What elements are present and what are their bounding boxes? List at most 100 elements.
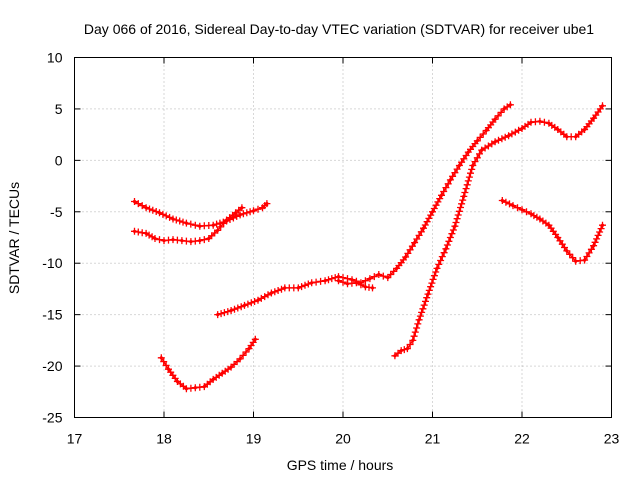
data-point bbox=[556, 235, 560, 240]
data-point bbox=[132, 199, 137, 204]
data-point bbox=[198, 224, 202, 228]
x-tick-label: 19 bbox=[246, 431, 262, 447]
data-point bbox=[189, 240, 193, 244]
data-point bbox=[600, 223, 605, 227]
series-arc-7 bbox=[498, 197, 606, 265]
data-point bbox=[157, 211, 162, 215]
y-tick-label: 5 bbox=[55, 101, 63, 117]
data-point bbox=[240, 206, 244, 210]
data-point bbox=[238, 213, 242, 217]
x-tick-label: 17 bbox=[67, 431, 83, 447]
data-point bbox=[520, 126, 524, 131]
data-point bbox=[350, 278, 354, 282]
series-arc-5 bbox=[335, 277, 376, 292]
data-point bbox=[399, 349, 403, 353]
data-point bbox=[368, 277, 372, 281]
data-point bbox=[345, 282, 350, 286]
data-point bbox=[426, 292, 430, 296]
data-point bbox=[363, 285, 367, 289]
data-point bbox=[471, 163, 475, 168]
data-point bbox=[457, 163, 461, 168]
data-point bbox=[166, 367, 171, 371]
data-point bbox=[159, 356, 163, 360]
data-point bbox=[184, 221, 188, 225]
data-point bbox=[484, 128, 488, 133]
data-point bbox=[466, 150, 470, 154]
data-point bbox=[538, 119, 542, 123]
data-point bbox=[256, 298, 260, 302]
y-tick-label: -25 bbox=[42, 410, 62, 426]
data-point bbox=[475, 139, 479, 143]
data-point bbox=[310, 281, 314, 285]
data-point bbox=[207, 236, 211, 241]
data-point bbox=[500, 198, 504, 203]
data-point bbox=[565, 249, 569, 253]
data-point bbox=[592, 244, 596, 248]
data-point bbox=[211, 377, 215, 381]
x-tick-label: 18 bbox=[156, 431, 172, 447]
x-tick-label: 20 bbox=[335, 431, 351, 447]
grid bbox=[74, 57, 612, 418]
series-markers bbox=[498, 197, 606, 265]
data-point bbox=[175, 379, 179, 384]
data-point bbox=[507, 134, 511, 138]
series-markers bbox=[157, 335, 259, 393]
series-layer bbox=[131, 101, 606, 393]
data-point bbox=[421, 226, 426, 230]
y-axis-title: SDTVAR / TECUs bbox=[6, 182, 22, 294]
data-point bbox=[162, 239, 166, 243]
y-tick-label: 10 bbox=[47, 50, 63, 66]
data-point bbox=[435, 266, 439, 270]
data-point bbox=[511, 204, 515, 208]
data-point bbox=[547, 223, 551, 227]
data-point bbox=[171, 238, 175, 242]
data-point bbox=[247, 347, 251, 351]
x-tick-label: 21 bbox=[425, 431, 441, 447]
data-point bbox=[538, 217, 542, 221]
y-tick-label: -10 bbox=[42, 255, 62, 271]
data-point bbox=[439, 193, 444, 197]
data-point bbox=[583, 127, 587, 132]
series-arc-2 bbox=[131, 204, 246, 246]
data-point bbox=[336, 275, 341, 279]
y-tick-label: 0 bbox=[55, 152, 63, 168]
data-point bbox=[393, 354, 397, 358]
data-point bbox=[354, 281, 358, 285]
x-axis-title: GPS time / hours bbox=[287, 457, 394, 473]
data-point bbox=[600, 104, 605, 108]
data-point bbox=[493, 117, 497, 121]
data-point bbox=[216, 313, 220, 317]
data-point bbox=[144, 231, 148, 235]
data-point bbox=[462, 194, 466, 198]
data-point bbox=[583, 258, 587, 262]
y-tick-label: -15 bbox=[42, 307, 62, 323]
data-point bbox=[453, 224, 457, 228]
data-point bbox=[296, 286, 300, 290]
data-point bbox=[216, 228, 220, 232]
data-point bbox=[336, 279, 341, 283]
data-point bbox=[269, 291, 273, 295]
data-point bbox=[413, 241, 417, 245]
data-point bbox=[253, 337, 257, 341]
data-point bbox=[592, 116, 596, 120]
data-point bbox=[323, 279, 327, 283]
data-point bbox=[529, 212, 533, 216]
data-point bbox=[547, 121, 551, 125]
data-point bbox=[265, 202, 269, 206]
data-point bbox=[386, 276, 390, 280]
data-point bbox=[529, 120, 533, 124]
data-point bbox=[508, 103, 512, 107]
series-arc-6 bbox=[391, 102, 606, 360]
data-point bbox=[448, 178, 452, 182]
y-tick-label: -5 bbox=[50, 204, 63, 220]
data-point bbox=[238, 357, 242, 361]
data-point bbox=[370, 286, 375, 290]
data-point bbox=[198, 239, 202, 243]
series-arc-4 bbox=[214, 101, 514, 319]
data-point bbox=[211, 223, 215, 227]
data-point bbox=[184, 387, 188, 391]
data-point bbox=[520, 208, 524, 212]
data-point bbox=[260, 206, 265, 210]
data-point bbox=[234, 211, 238, 215]
